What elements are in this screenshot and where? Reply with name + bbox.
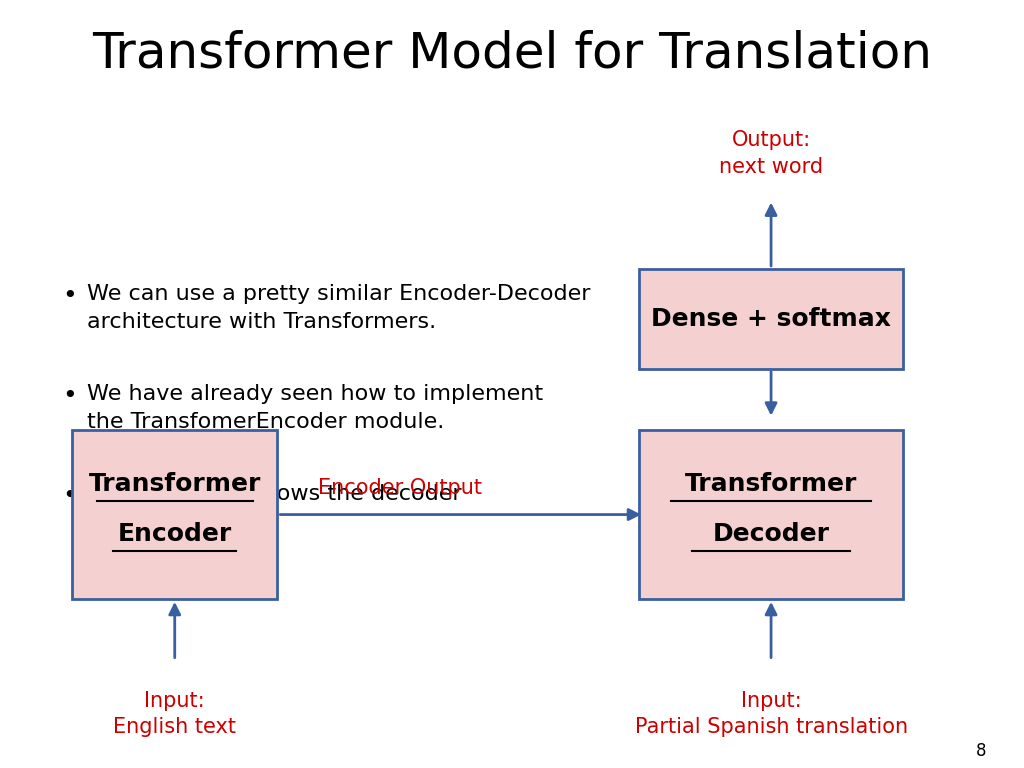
Text: Transformer: Transformer xyxy=(88,472,261,496)
Text: •: • xyxy=(62,484,77,508)
Text: Transformer Model for Translation: Transformer Model for Translation xyxy=(92,30,932,78)
FancyBboxPatch shape xyxy=(639,269,903,369)
Text: Encoder Output: Encoder Output xyxy=(317,478,481,498)
FancyBboxPatch shape xyxy=(72,430,278,599)
Text: 8: 8 xyxy=(976,743,986,760)
FancyBboxPatch shape xyxy=(639,430,903,599)
Text: •: • xyxy=(62,384,77,408)
Text: Transformer: Transformer xyxy=(685,472,857,496)
Text: Dense + softmax: Dense + softmax xyxy=(651,306,891,331)
Text: The next slide shows the decoder
details.: The next slide shows the decoder details… xyxy=(87,484,462,532)
Text: Decoder: Decoder xyxy=(713,521,829,546)
Text: We have already seen how to implement
the TransfomerEncoder module.: We have already seen how to implement th… xyxy=(87,384,543,432)
Text: Input:
English text: Input: English text xyxy=(114,691,237,737)
Text: •: • xyxy=(62,284,77,308)
Text: Output:
next word: Output: next word xyxy=(719,131,823,177)
Text: We can use a pretty similar Encoder-Decoder
architecture with Transformers.: We can use a pretty similar Encoder-Deco… xyxy=(87,284,590,332)
Text: Encoder: Encoder xyxy=(118,521,231,546)
Text: Input:
Partial Spanish translation: Input: Partial Spanish translation xyxy=(635,691,907,737)
